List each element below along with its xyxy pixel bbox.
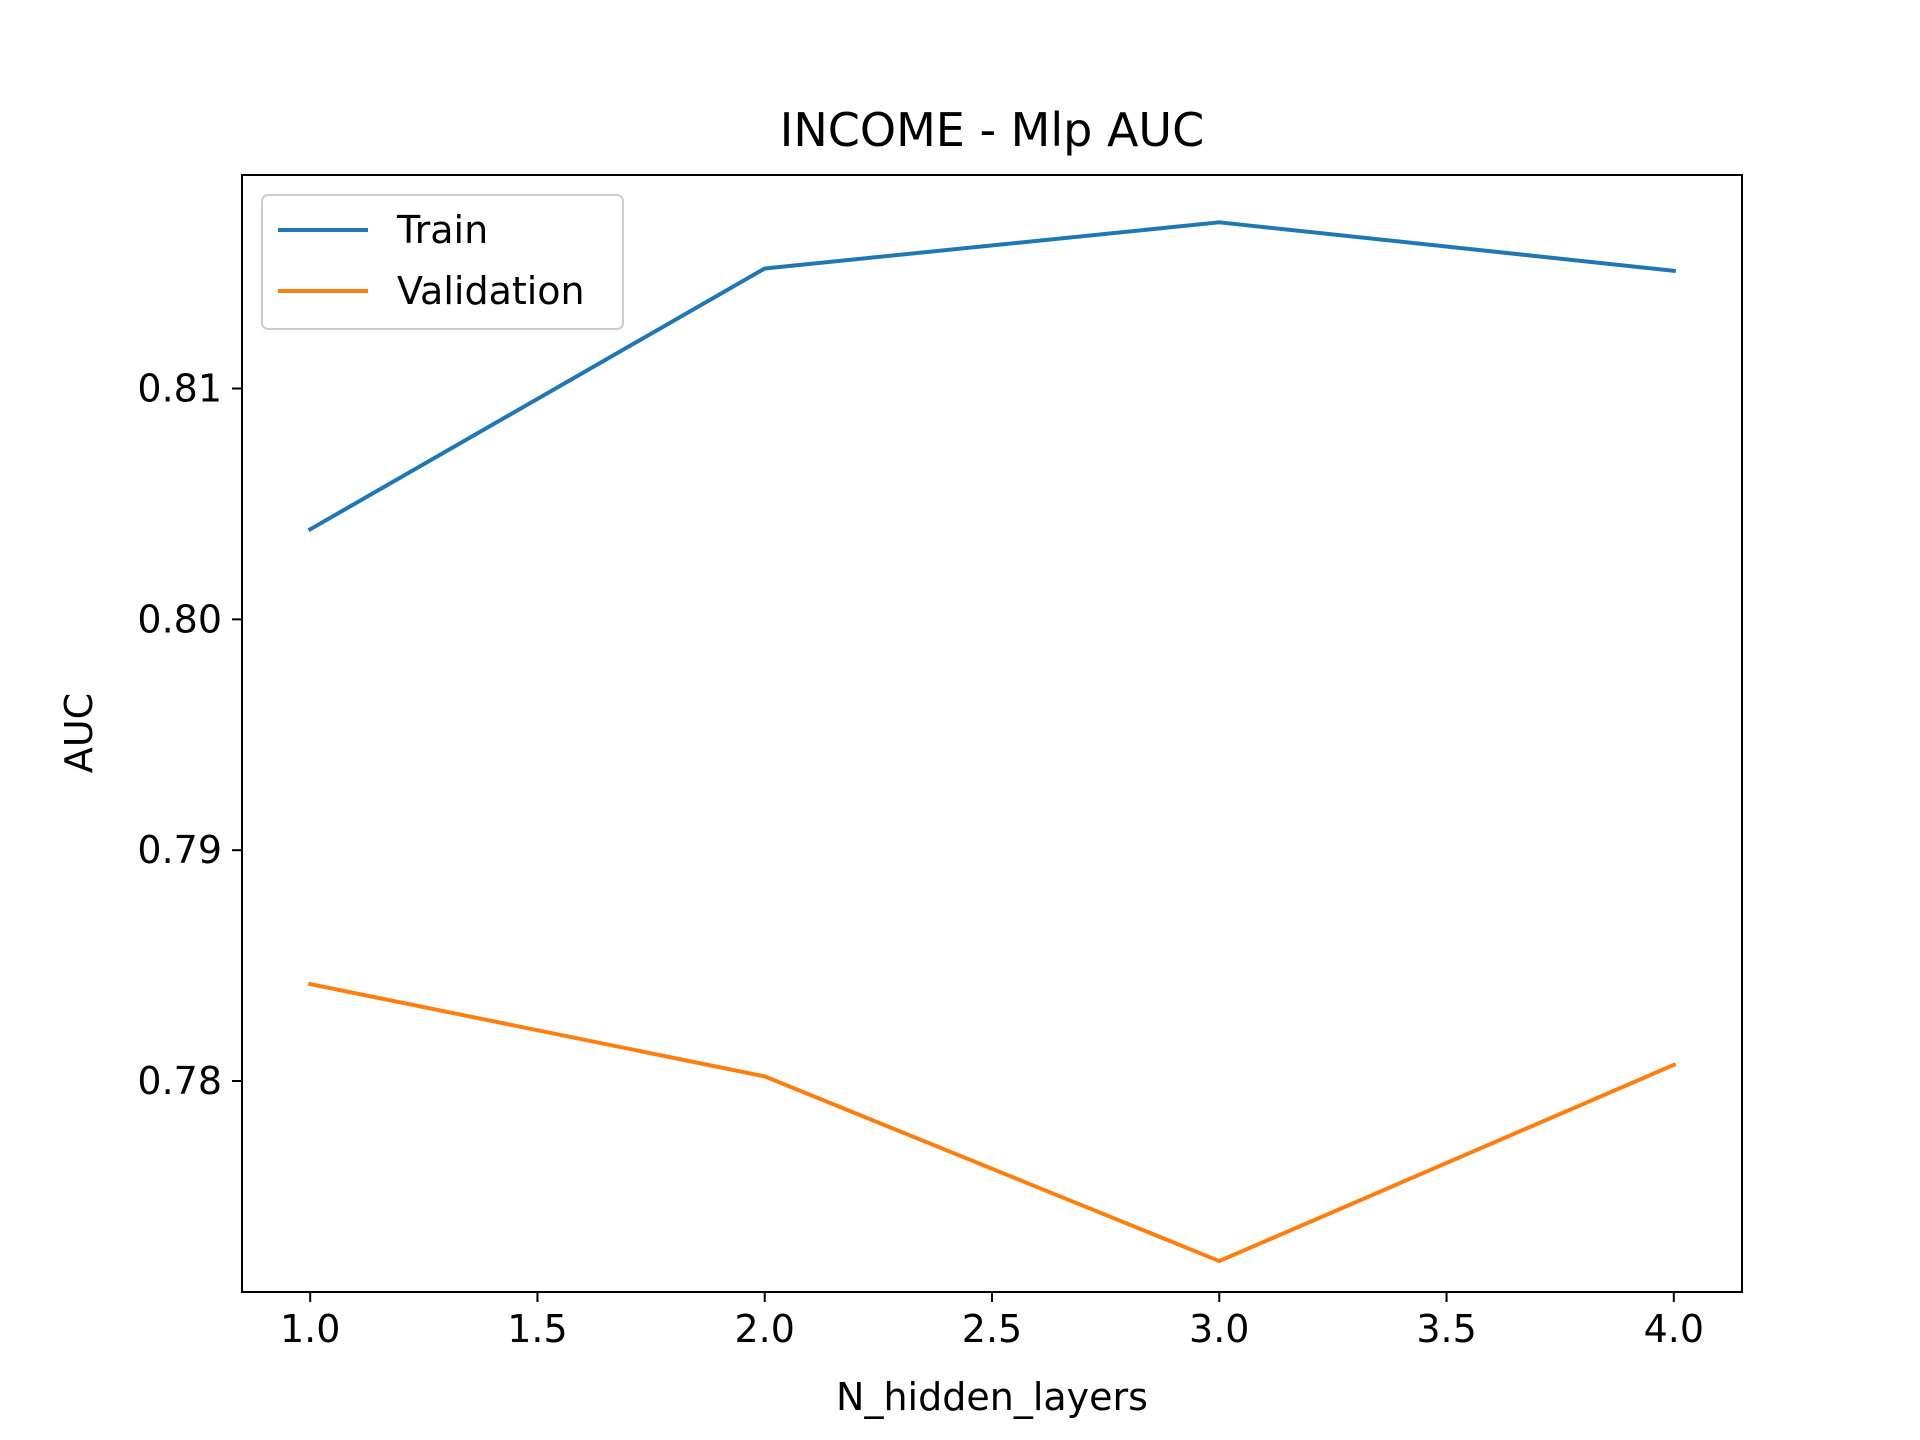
- y-tick-label: 0.78: [137, 1059, 222, 1103]
- legend-label-validation: Validation: [397, 269, 585, 313]
- x-tick-label: 3.0: [1189, 1307, 1249, 1351]
- legend-entries: Train Validation: [278, 208, 585, 313]
- series-line-validation: [307, 981, 1677, 1264]
- plot-frame: [241, 174, 1743, 1293]
- x-tick-label: 2.0: [735, 1307, 795, 1351]
- y-axis-ticks: 0.78 0.79 0.80 0.81: [137, 367, 242, 1103]
- chart-title: INCOME - Mlp AUC: [780, 103, 1204, 157]
- x-tick-label: 3.5: [1416, 1307, 1476, 1351]
- y-tick-label: 0.80: [137, 597, 222, 641]
- x-axis-label: N_hidden_layers: [836, 1375, 1148, 1419]
- series-line-train: [307, 220, 1677, 533]
- x-tick-label: 4.0: [1644, 1307, 1704, 1351]
- y-tick-label: 0.81: [137, 367, 222, 411]
- y-tick-label: 0.79: [137, 828, 222, 872]
- x-tick-label: 1.0: [280, 1307, 340, 1351]
- x-axis-ticks: 1.0 1.5 2.0 2.5 3.0 3.5 4.0: [280, 1292, 1704, 1351]
- series-layer: [307, 220, 1677, 1264]
- legend: Train Validation: [261, 194, 624, 330]
- x-tick-label: 1.5: [507, 1307, 567, 1351]
- y-axis-label: AUC: [57, 693, 101, 773]
- legend-label-train: Train: [396, 208, 488, 252]
- x-tick-label: 2.5: [962, 1307, 1022, 1351]
